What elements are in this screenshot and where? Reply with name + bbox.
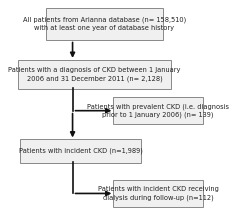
FancyBboxPatch shape bbox=[113, 180, 203, 207]
FancyBboxPatch shape bbox=[113, 97, 203, 124]
Text: Patients with prevalent CKD (i.e. diagnosis
prior to 1 January 2006) (n= 139): Patients with prevalent CKD (i.e. diagno… bbox=[87, 103, 229, 118]
FancyBboxPatch shape bbox=[46, 8, 163, 40]
Text: Patients with a diagnosis of CKD between 1 January
2006 and 31 December 2011 (n=: Patients with a diagnosis of CKD between… bbox=[8, 68, 181, 82]
Text: Patients with incident CKD (n=1,989): Patients with incident CKD (n=1,989) bbox=[19, 148, 142, 154]
FancyBboxPatch shape bbox=[20, 139, 141, 163]
FancyBboxPatch shape bbox=[18, 60, 171, 89]
Text: All patients from Arianna database (n= 158,510)
with at least one year of databa: All patients from Arianna database (n= 1… bbox=[23, 17, 186, 31]
Text: Patients with incident CKD receiving
dialysis during follow-up (n=112): Patients with incident CKD receiving dia… bbox=[98, 186, 219, 201]
